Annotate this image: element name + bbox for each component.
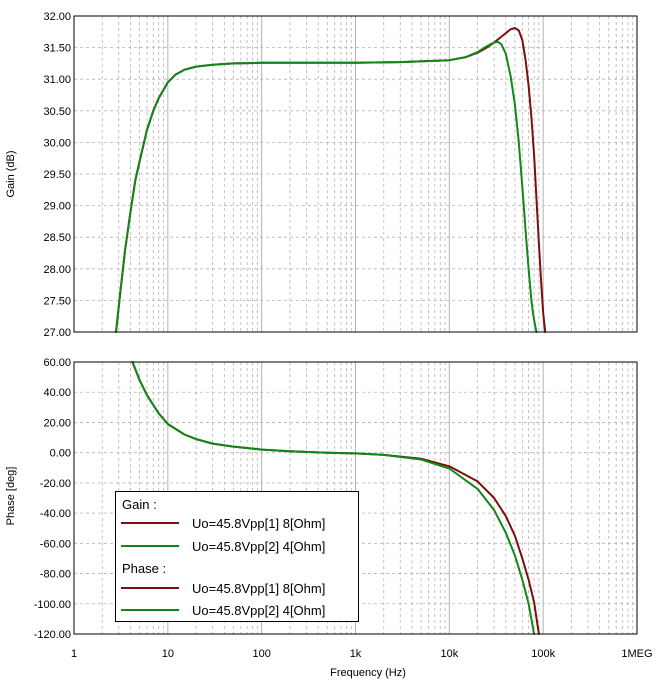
phase-y-ticks: -120.00 -100.00 -80.00 -60.00 -40.00 -20.00 0.…: [34, 357, 71, 641]
legend-entry: Uo=45.8Vpp[2] 4[Ohm]: [121, 538, 325, 554]
legend-entry: Uo=45.8Vpp[1] 8[Ohm]: [121, 580, 325, 596]
gain-panel: 27.00 27.50 28.00 28.50 29.00 29.50 30.00 30.50…: [5, 11, 638, 339]
x-tick-label: 10: [162, 648, 174, 660]
legend-entry-label: Uo=45.8Vpp[2] 4[Ohm]: [192, 538, 326, 554]
phase-y-tick-label: 60.00: [43, 357, 71, 369]
x-axis-label: Frequency (Hz): [330, 667, 406, 679]
legend-phase-heading: Phase :: [122, 561, 167, 576]
phase-y-tick-label: 20.00: [43, 417, 71, 429]
x-tick-label: 100k: [531, 648, 555, 660]
gain-grid: [74, 16, 637, 332]
gain-y-tick-label: 30.50: [43, 106, 71, 118]
gain-series-2-line: [115, 40, 538, 333]
legend-entry-label: Uo=45.8Vpp[2] 4[Ohm]: [192, 602, 326, 618]
gain-y-tick-label: 31.50: [43, 43, 71, 55]
x-tick-label: 10k: [440, 648, 458, 660]
legend-swatch-series-1: [121, 587, 179, 589]
phase-y-tick-label: -60.00: [40, 538, 71, 550]
phase-panel: -120.00 -100.00 -80.00 -60.00 -40.00 -20.00 0.…: [5, 357, 638, 641]
phase-plot-frame: [73, 361, 638, 635]
phase-y-tick-label: -20.00: [40, 478, 71, 490]
legend-swatch-series-1: [121, 522, 179, 524]
phase-y-tick-label: -100.00: [34, 599, 71, 611]
legend-entry-label: Uo=45.8Vpp[1] 8[Ohm]: [192, 580, 326, 596]
gain-series-1-line: [115, 27, 547, 333]
gain-y-tick-label: 28.00: [43, 264, 71, 276]
gain-y-tick-label: 30.00: [43, 137, 71, 149]
phase-y-tick-label: -80.00: [40, 569, 71, 581]
gain-y-tick-label: 31.00: [43, 74, 71, 86]
x-axis-ticks: 1 10 100 1k 10k 100k 1MEG: [71, 648, 653, 660]
legend-entry-label: Uo=45.8Vpp[1] 8[Ohm]: [192, 515, 326, 531]
x-tick-label: 1k: [350, 648, 362, 660]
gain-y-tick-label: 28.50: [43, 232, 71, 244]
gain-y-tick-label: 32.00: [43, 11, 71, 23]
phase-y-tick-label: 0.00: [50, 448, 71, 460]
phase-y-tick-label: -120.00: [34, 629, 71, 641]
phase-grid: [74, 362, 637, 634]
legend-entry: Uo=45.8Vpp[2] 4[Ohm]: [121, 602, 325, 618]
legend-swatch-series-2: [121, 545, 179, 547]
legend: Gain : Uo=45.8Vpp[1] 8[Ohm] Uo=45.8Vpp[2…: [115, 491, 359, 622]
phase-y-tick-label: 40.00: [43, 387, 71, 399]
gain-y-tick-label: 27.50: [43, 295, 71, 307]
phase-series-2-line: [131, 361, 536, 635]
legend-swatch-series-2: [121, 609, 179, 611]
gain-series-group: [115, 27, 547, 333]
phase-series-group: [131, 361, 540, 635]
phase-y-tick-label: -40.00: [40, 508, 71, 520]
gain-y-tick-label: 27.00: [43, 327, 71, 339]
x-tick-label: 100: [252, 648, 270, 660]
gain-y-axis-label: Gain (dB): [5, 150, 17, 197]
legend-entry: Uo=45.8Vpp[1] 8[Ohm]: [121, 515, 325, 531]
legend-gain-heading: Gain :: [122, 497, 157, 512]
x-tick-label: 1MEG: [621, 648, 652, 660]
gain-plot-frame: [73, 15, 638, 333]
gain-y-ticks: 27.00 27.50 28.00 28.50 29.00 29.50 30.00 30.50…: [43, 11, 71, 339]
x-tick-label: 1: [71, 648, 77, 660]
gain-y-tick-label: 29.50: [43, 169, 71, 181]
gain-y-tick-label: 29.00: [43, 201, 71, 213]
phase-y-axis-label: Phase [deg]: [5, 467, 17, 526]
